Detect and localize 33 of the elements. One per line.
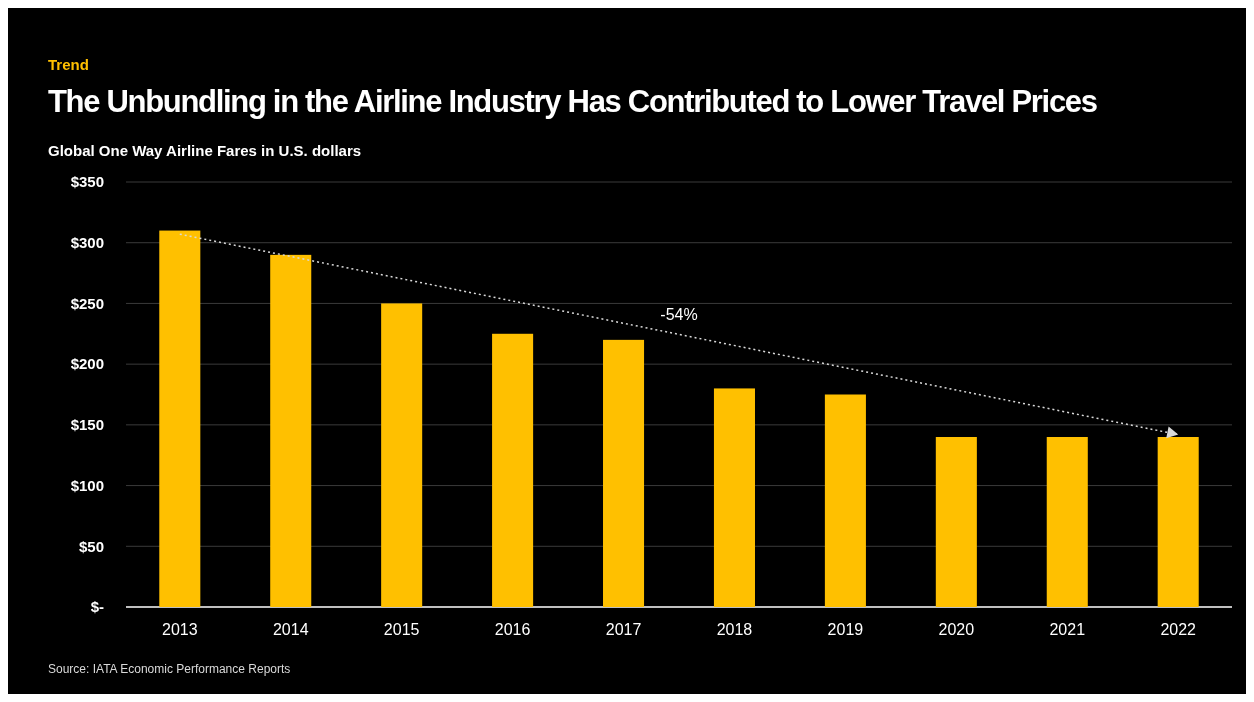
x-tick-label: 2022 — [1160, 621, 1197, 638]
annotation: -54% — [660, 306, 698, 324]
y-tick-label: $300 — [70, 233, 104, 251]
bar — [603, 339, 645, 607]
bar — [713, 388, 755, 607]
y-tick-label: $50 — [78, 537, 104, 555]
bar — [492, 333, 534, 607]
bar — [159, 230, 201, 607]
bar — [270, 254, 312, 607]
x-tick-label: 2015 — [383, 621, 420, 638]
x-tick-label: 2014 — [272, 621, 309, 638]
y-tick-label: $150 — [70, 416, 104, 434]
y-tick-label: $100 — [70, 476, 104, 494]
bar — [935, 437, 977, 607]
chart-subtitle: Global One Way Airline Fares in U.S. dollars — [48, 142, 362, 159]
x-tick-label: 2013 — [162, 621, 198, 638]
x-tick-label: 2019 — [827, 621, 864, 638]
x-tick-label: 2018 — [716, 621, 753, 638]
x-tick-label: 2020 — [938, 621, 975, 638]
chart-title: The Unbundling in the Airline Industry Has Contributed to Lower Travel Prices — [48, 84, 1098, 119]
bar — [1157, 437, 1199, 607]
y-tick-label: $- — [90, 598, 104, 616]
x-tick-label: 2017 — [605, 621, 642, 638]
y-tick-label: $350 — [70, 173, 104, 191]
bar — [1046, 437, 1088, 607]
source-note: Source: IATA Economic Performance Reports — [48, 662, 291, 676]
bar — [381, 303, 423, 607]
text: Trend — [48, 56, 89, 73]
bar — [824, 394, 866, 607]
y-tick-label: $200 — [70, 355, 104, 373]
x-tick-label: 2021 — [1049, 621, 1086, 638]
y-tick-label: $250 — [70, 294, 104, 312]
x-tick-label: 2016 — [494, 621, 531, 638]
